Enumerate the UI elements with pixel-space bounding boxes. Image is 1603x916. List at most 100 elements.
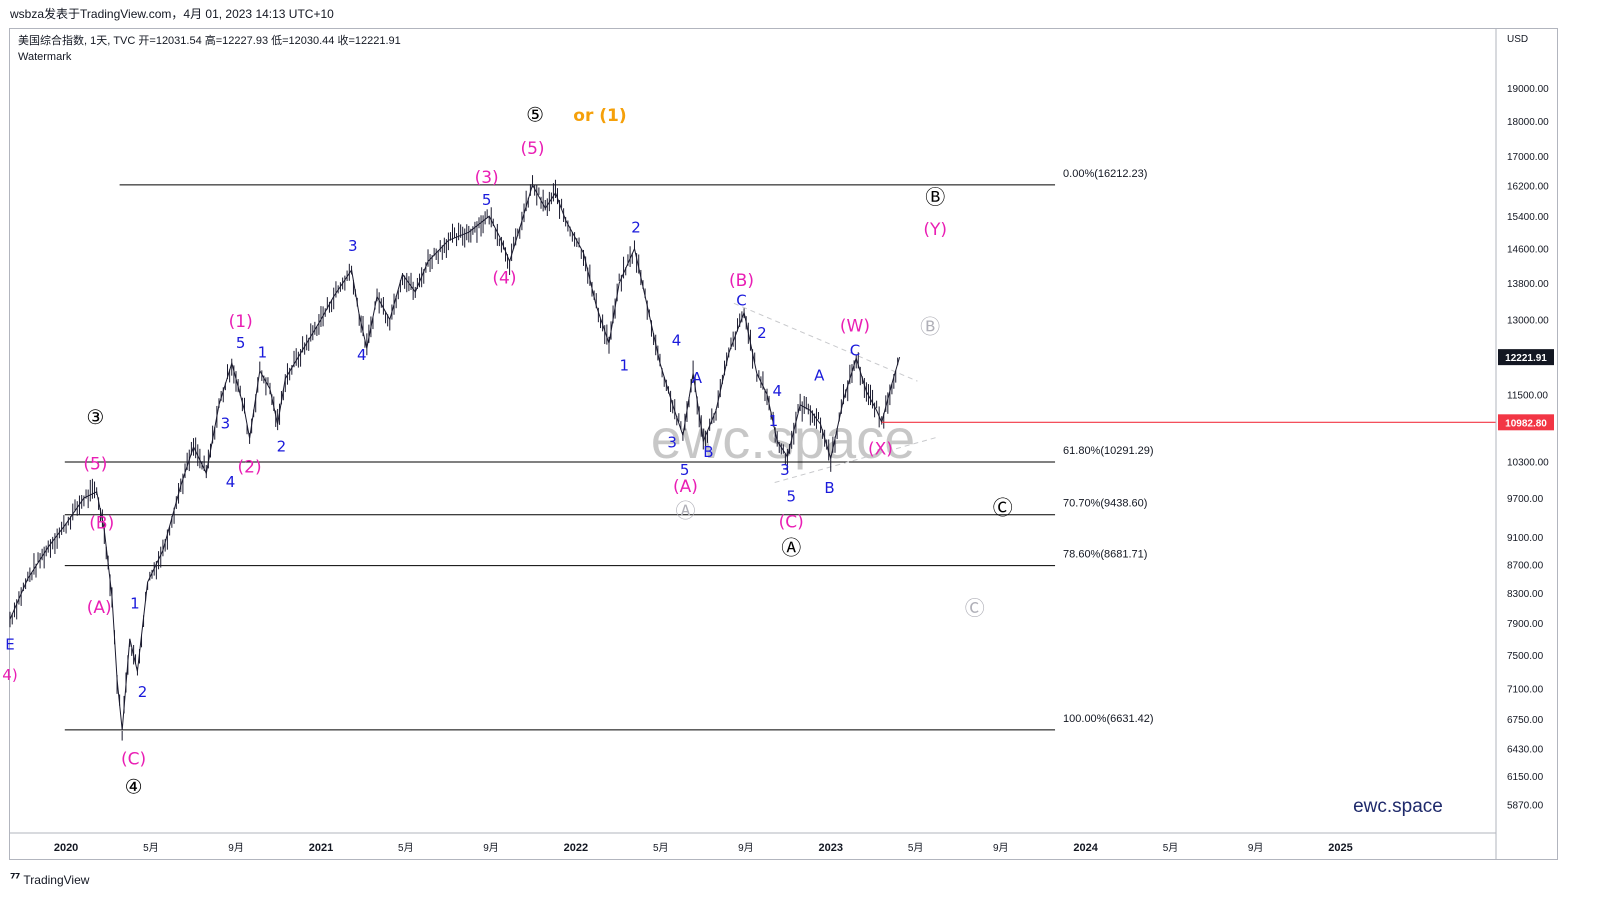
x-tick-label: 5月 [143, 842, 159, 854]
wave-label: (3) [475, 168, 499, 188]
y-tick-label: 7100.00 [1507, 684, 1544, 695]
wave-label: 3 [667, 433, 677, 451]
wave-label: Ⓑ [925, 185, 945, 209]
wave-label: (4) [492, 269, 516, 289]
wave-label: 5 [786, 487, 796, 505]
x-tick-label: 2020 [54, 842, 78, 854]
wave-label: E [5, 636, 14, 654]
wave-label: 5 [482, 191, 492, 209]
y-tick-label: 6430.00 [1507, 745, 1544, 756]
y-tick-label: 17000.00 [1507, 152, 1549, 163]
y-tick-label: 18000.00 [1507, 117, 1549, 128]
wave-label: (5) [83, 454, 107, 474]
y-tick-label: 6750.00 [1507, 715, 1544, 726]
y-tick-label: 7900.00 [1507, 619, 1544, 630]
wave-label: (5) [520, 139, 544, 159]
y-tick-label: 8300.00 [1507, 589, 1544, 600]
wave-label: 1 [258, 344, 268, 362]
y-tick-label: 5870.00 [1507, 800, 1544, 811]
x-tick-label: 2023 [818, 842, 842, 854]
wave-label: (W) [840, 317, 870, 337]
x-tick-label: 9月 [1248, 842, 1264, 854]
wave-label: 1 [769, 412, 779, 430]
fib-label: 100.00%(6631.42) [1063, 713, 1154, 725]
wave-label: Ⓐ [675, 499, 695, 523]
wave-label: (X) [868, 440, 893, 460]
y-tick-label: 15400.00 [1507, 212, 1549, 223]
publisher-bar: wsbza发表于TradingView.com，4月 01, 2023 14:1… [0, 0, 1603, 28]
wave-label: (C) [779, 512, 804, 532]
wave-label: 1 [620, 356, 630, 374]
y-tick-label: 13000.00 [1507, 315, 1549, 326]
x-tick-label: 5月 [1163, 842, 1179, 854]
wave-label: 3 [221, 415, 231, 433]
wave-label: (A) [87, 598, 112, 618]
y-tick-label: 6150.00 [1507, 772, 1544, 783]
chart-frame[interactable] [9, 28, 1558, 860]
y-tick-label: 8700.00 [1507, 560, 1544, 571]
symbol-legend: 美国综合指数, 1天, TVC 开=12031.54 高=12227.93 低=… [18, 33, 401, 65]
wave-label: 3 [780, 461, 790, 479]
y-axis-unit: USD [1507, 34, 1528, 45]
support-price-tag [1498, 414, 1554, 431]
wave-label: 5 [680, 461, 690, 479]
wave-label: 4) [2, 666, 17, 684]
triangle-line [733, 302, 918, 382]
y-tick-label: 9100.00 [1507, 533, 1544, 544]
wave-label: (Y) [923, 220, 947, 240]
wave-label: (A) [673, 477, 698, 497]
symbol-line: 美国综合指数, 1天, TVC 开=12031.54 高=12227.93 低=… [18, 35, 401, 47]
fib-label: 70.70%(9438.60) [1063, 498, 1147, 510]
wave-label: or (1) [573, 106, 626, 126]
wave-label: 3 [348, 237, 358, 255]
y-tick-label: 9700.00 [1507, 494, 1544, 505]
last-price-tag [1498, 349, 1554, 366]
x-tick-label: 5月 [908, 842, 924, 854]
y-tick-label: 10300.00 [1507, 457, 1549, 468]
x-tick-label: 9月 [228, 842, 244, 854]
fib-label: 61.80%(10291.29) [1063, 445, 1154, 457]
wave-label: Ⓐ [781, 536, 801, 560]
y-tick-label: 16200.00 [1507, 181, 1549, 192]
x-tick-label: 5月 [398, 842, 414, 854]
y-tick-label: 13800.00 [1507, 279, 1549, 290]
wave-label: 4 [357, 346, 367, 364]
wave-label: ⑤ [526, 103, 544, 127]
wave-label: Ⓒ [965, 596, 985, 620]
wave-label: (B) [729, 271, 754, 291]
wave-label: Ⓑ [920, 314, 940, 338]
tradingview-brand: TradingView [23, 873, 90, 887]
y-tick-label: 14600.00 [1507, 245, 1549, 256]
x-tick-label: 9月 [483, 842, 499, 854]
watermark-label[interactable]: Watermark [18, 51, 72, 63]
tradingview-logo[interactable]: ⁷⁷ TradingView [10, 870, 89, 890]
wave-label: 4 [672, 331, 682, 349]
wave-label: (C) [121, 749, 146, 769]
wave-label: A [814, 366, 825, 384]
x-tick-label: 5月 [653, 842, 669, 854]
wave-label: 2 [757, 324, 767, 342]
support-price-text: 10982.80 [1505, 418, 1547, 429]
y-tick-label: 11500.00 [1507, 390, 1548, 401]
triangle-line [774, 436, 938, 484]
wave-label: (B) [89, 514, 114, 534]
x-tick-label: 9月 [993, 842, 1009, 854]
fib-label: 78.60%(8681.71) [1063, 549, 1147, 561]
y-tick-label: 19000.00 [1507, 84, 1549, 95]
last-price-text: 12221.91 [1505, 353, 1547, 364]
wave-label: 2 [631, 219, 641, 237]
tradingview-logo-icon: ⁷⁷ [10, 872, 20, 887]
wave-label: C [850, 341, 860, 359]
wave-label: 5 [236, 334, 246, 352]
x-tick-label: 2022 [564, 842, 588, 854]
fib-label: 0.00%(16212.23) [1063, 168, 1147, 180]
wave-label: B [824, 479, 834, 497]
wave-label: B [703, 443, 713, 461]
y-tick-label: 7500.00 [1507, 651, 1544, 662]
watermark-big: ewc.space [651, 407, 916, 470]
wave-label: 2 [277, 437, 287, 455]
wave-label: ③ [86, 405, 104, 429]
x-tick-label: 9月 [738, 842, 754, 854]
wave-label: 1 [130, 595, 140, 613]
